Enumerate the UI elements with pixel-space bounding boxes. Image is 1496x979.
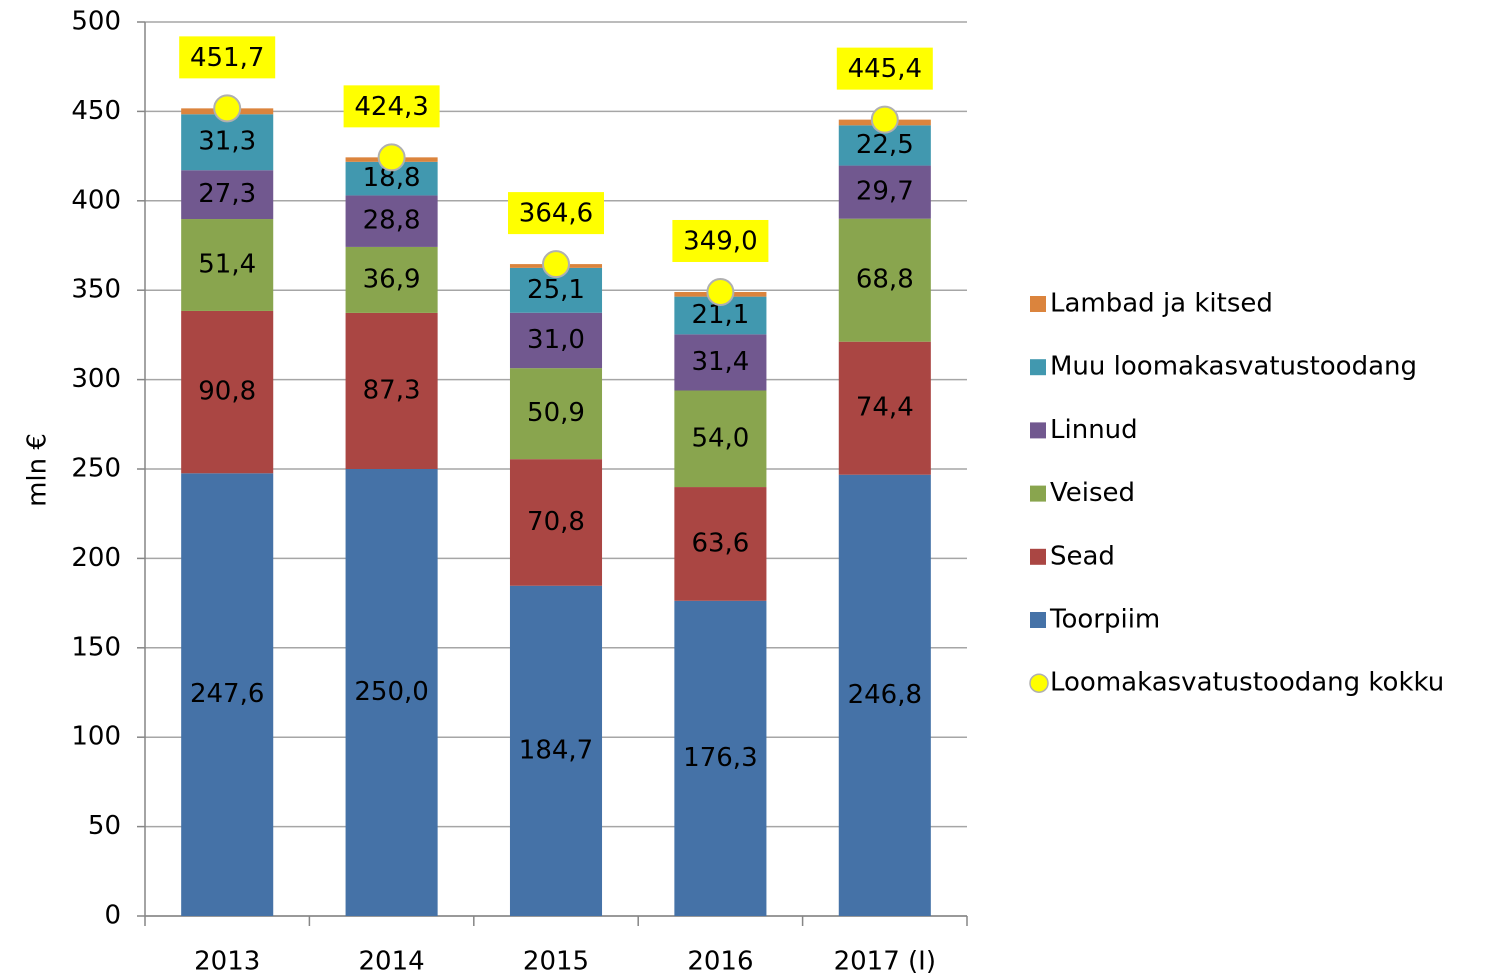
total-label-box: [343, 85, 440, 128]
bar-segment: [509, 368, 603, 460]
value-label: 63,6: [691, 528, 749, 558]
bar-segment: [181, 219, 274, 311]
value-label: 50,9: [527, 398, 585, 428]
bar-segment: [838, 218, 931, 342]
value-label: 54,0: [691, 423, 749, 453]
x-tick-label: 2014: [359, 947, 425, 977]
legend-marker: [1030, 485, 1046, 502]
value-label: 36,9: [363, 264, 421, 294]
legend-marker: [1030, 612, 1046, 628]
bar-segment: [345, 469, 438, 916]
total-label-box: [836, 47, 933, 90]
value-label: 25,1: [527, 275, 585, 305]
legend-label: Veised: [1050, 478, 1135, 508]
value-label: 31,4: [691, 347, 749, 377]
y-tick-label: 150: [71, 632, 121, 662]
value-label: 176,3: [683, 743, 757, 773]
value-label: 27,3: [198, 179, 256, 209]
value-label: 31,0: [527, 325, 585, 355]
total-label: 424,3: [354, 92, 428, 122]
value-label: 70,8: [527, 507, 585, 537]
bar-segment: [838, 165, 931, 219]
value-label: 250,0: [354, 677, 428, 707]
value-label: 246,8: [848, 680, 922, 710]
total-point: [213, 94, 242, 123]
legend-label: Muu loomakasvatustoodang: [1050, 352, 1417, 382]
total-label: 445,4: [848, 54, 922, 84]
y-axis-label: mln €: [23, 433, 53, 507]
legend-marker: [1030, 548, 1046, 565]
value-label: 74,4: [856, 393, 914, 423]
legend-label: Toorpiim: [1049, 605, 1160, 635]
bar-segment: [345, 312, 438, 469]
total-label-box: [508, 192, 604, 235]
x-tick-label: 2016: [687, 947, 753, 977]
legend-marker: [1029, 673, 1049, 693]
y-tick-label: 300: [71, 364, 121, 394]
value-label: 184,7: [519, 735, 593, 765]
total-label: 451,7: [190, 43, 264, 73]
y-tick-label: 250: [71, 454, 121, 484]
legend-label: Loomakasvatustoodang kokku: [1050, 668, 1444, 698]
x-tick-label: 2015: [523, 947, 589, 977]
y-tick-label: 350: [71, 275, 121, 305]
value-label: 87,3: [363, 375, 421, 405]
value-label: 22,5: [856, 130, 914, 160]
total-point: [542, 250, 570, 279]
total-point: [706, 277, 735, 306]
total-point: [870, 105, 899, 134]
bar-segment: [838, 474, 931, 916]
value-label: 68,8: [856, 265, 914, 295]
bar-segment: [181, 170, 274, 220]
total-label-box: [179, 36, 276, 79]
value-label: 247,6: [190, 679, 264, 709]
bar-segment: [509, 312, 603, 369]
bar-segment: [509, 459, 603, 586]
value-label: 90,8: [198, 377, 256, 407]
bar-segment: [838, 341, 931, 475]
total-label-box: [672, 219, 769, 262]
bar-segment: [674, 390, 767, 488]
legend-marker: [1030, 359, 1046, 376]
bar-segment: [509, 585, 603, 916]
bar-segment: [674, 334, 767, 391]
legend-label: Sead: [1050, 541, 1115, 571]
y-tick-label: 400: [71, 185, 121, 215]
legend-marker: [1030, 296, 1046, 312]
y-tick-label: 450: [71, 96, 121, 126]
bar-segment: [674, 600, 767, 916]
x-tick-label: 2017 (I): [834, 947, 936, 977]
bar-segment: [345, 246, 438, 313]
value-label: 28,8: [363, 206, 421, 236]
bar-segment: [181, 114, 274, 171]
y-tick-label: 100: [71, 722, 121, 752]
y-tick-label: 500: [71, 7, 121, 37]
y-tick-label: 0: [104, 901, 121, 931]
legend-marker: [1030, 422, 1046, 439]
bar-segment: [181, 473, 274, 916]
x-tick-label: 2013: [194, 947, 260, 977]
legend-label: Linnud: [1050, 415, 1138, 445]
total-label: 349,0: [683, 226, 757, 256]
y-tick-label: 200: [71, 543, 121, 573]
legend-label: Lambad ja kitsed: [1050, 289, 1273, 319]
bar-segment: [181, 310, 274, 474]
value-label: 51,4: [198, 249, 256, 279]
total-point: [377, 143, 406, 172]
bar-segment: [674, 487, 767, 601]
value-label: 29,7: [856, 177, 914, 207]
bar-segment: [345, 195, 438, 247]
total-label: 364,6: [519, 199, 593, 229]
value-label: 31,3: [198, 127, 256, 157]
y-tick-label: 50: [88, 811, 121, 841]
